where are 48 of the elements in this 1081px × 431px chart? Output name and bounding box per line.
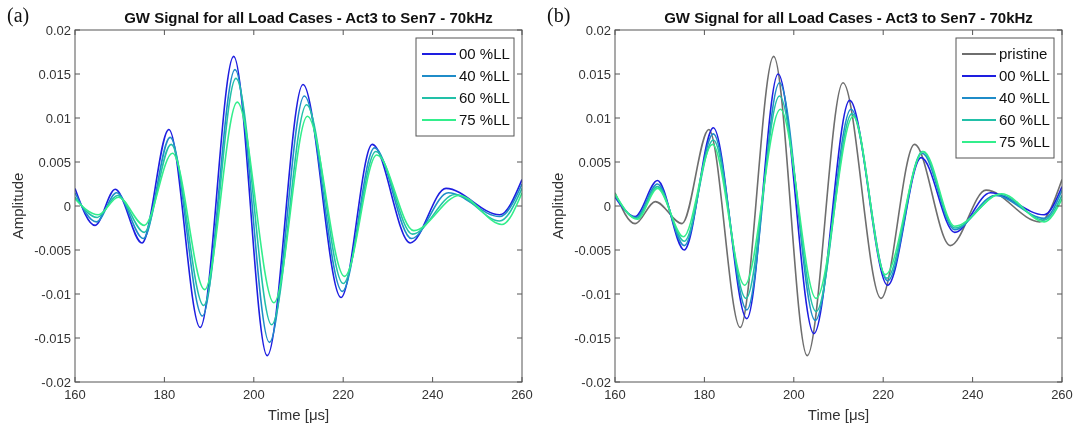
y-tick-label: 0 [603,198,611,214]
y-tick-label: -0.015 [34,330,71,346]
x-tick-label: 220 [872,387,895,402]
line-series [75,101,522,304]
x-tick-label: 220 [332,387,355,402]
x-tick-label: 240 [421,387,444,402]
y-tick-label: -0.005 [34,242,71,258]
legend-label: 40 %LL [999,89,1050,106]
y-tick-label: -0.01 [581,286,611,302]
legend-label: 75 %LL [459,111,510,128]
y-tick-label: 0.02 [45,22,71,38]
legend-label: 60 %LL [459,89,510,106]
y-tick-label: 0.02 [585,22,611,38]
x-axis-title: Time [μs] [807,406,870,423]
x-tick-label: 200 [782,387,805,402]
y-tick-label: 0.015 [578,66,611,82]
text: (b) [547,4,571,27]
y-tick-label: 0.01 [585,110,611,126]
x-tick-label: 260 [1051,387,1073,402]
x-tick-label: 200 [242,387,265,402]
chart-title: GW Signal for all Load Cases - Act3 to Sen7 - 70kHz [124,9,493,26]
legend-label: 40 %LL [459,67,510,84]
y-tick-label: -0.01 [41,286,71,302]
text: (a) [7,4,30,27]
y-tick-label: 0 [63,198,71,214]
x-tick-label: 240 [961,387,984,402]
x-tick-label: 160 [64,387,86,402]
legend-label: 75 %LL [999,133,1050,150]
x-tick-label: 180 [693,387,716,402]
y-axis-title: Amplitude [9,172,26,240]
y-tick-label: -0.005 [574,242,611,258]
legend-label: 60 %LL [999,111,1050,128]
y-tick-label: -0.02 [41,374,71,390]
legend-label: 00 %LL [999,67,1050,84]
x-tick-label: 260 [511,387,533,402]
legend-label: pristine [999,45,1048,62]
x-tick-label: 180 [153,387,176,402]
y-tick-label: 0.005 [38,154,71,170]
y-tick-label: 0.01 [45,110,71,126]
y-tick-label: 0.005 [578,154,611,170]
y-axis-title: Amplitude [549,172,566,240]
legend-label: 00 %LL [459,45,510,62]
y-tick-label: -0.015 [574,330,611,346]
chart-title: GW Signal for all Load Cases - Act3 to Sen7 - 70kHz [664,9,1033,26]
x-axis-title: Time [μs] [267,406,330,423]
x-tick-label: 160 [604,387,626,402]
y-tick-label: 0.015 [38,66,71,82]
y-tick-label: -0.02 [581,374,611,390]
